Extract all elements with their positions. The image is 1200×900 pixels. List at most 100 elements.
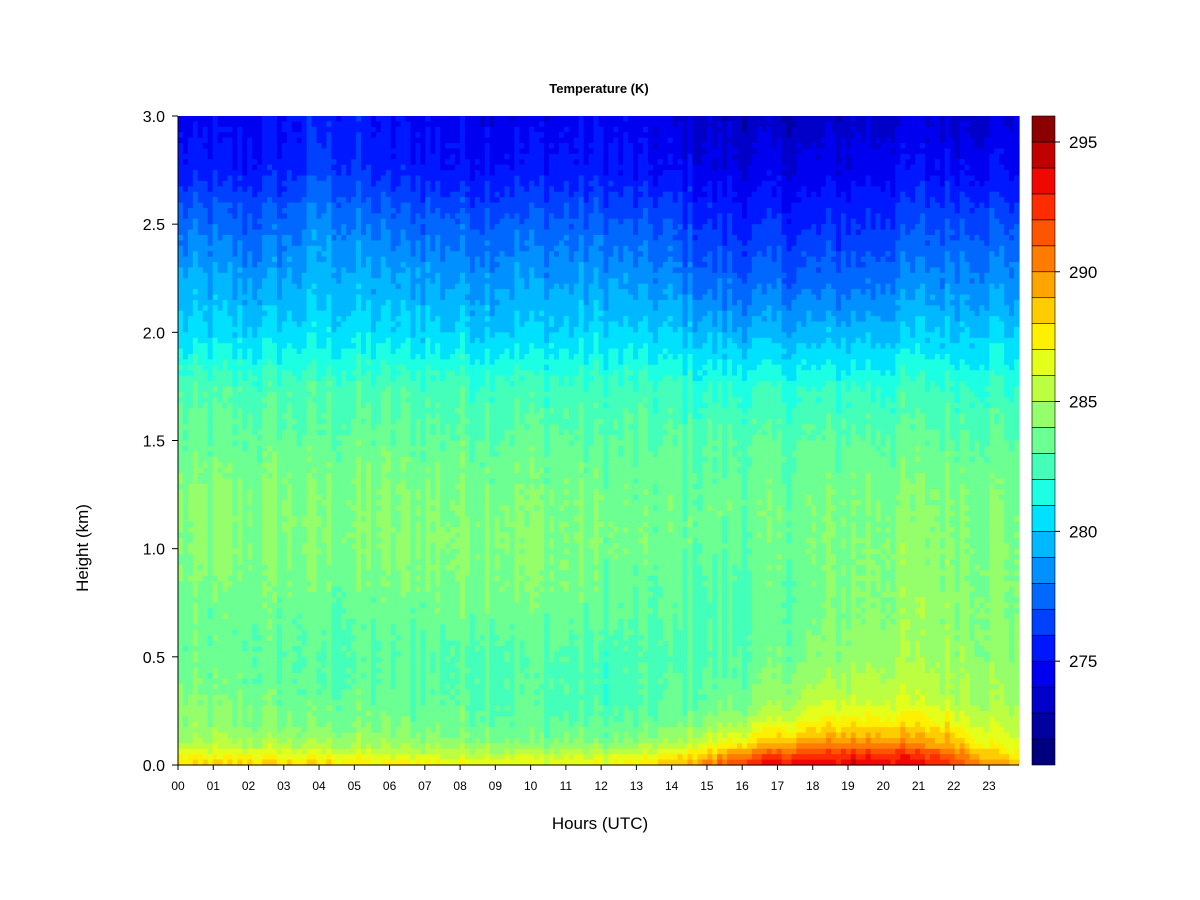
heatmap-cell	[252, 737, 258, 744]
heatmap-cell	[262, 175, 268, 182]
heatmap-cell	[351, 748, 357, 755]
heatmap-cell	[346, 597, 352, 604]
heatmap-cell	[336, 245, 342, 252]
heatmap-cell	[291, 245, 298, 252]
heatmap-cell	[252, 326, 258, 333]
heatmap-cell	[351, 272, 357, 279]
heatmap-cell	[187, 673, 194, 680]
heatmap-cell	[182, 570, 189, 577]
heatmap-cell	[257, 256, 263, 263]
heatmap-cell	[365, 170, 372, 177]
heatmap-cell	[217, 700, 224, 707]
heatmap-cell	[281, 148, 288, 155]
heatmap-cell	[227, 256, 234, 263]
heatmap-cell	[237, 673, 243, 680]
heatmap-cell	[375, 635, 382, 642]
heatmap-cell	[202, 386, 209, 393]
heatmap-cell	[267, 207, 273, 214]
heatmap-cell	[316, 570, 323, 577]
heatmap-cell	[281, 635, 288, 642]
heatmap-cell	[207, 759, 214, 766]
heatmap-cell	[182, 207, 189, 214]
heatmap-cell	[271, 180, 278, 187]
heatmap-cell	[192, 608, 199, 615]
heatmap-cell	[178, 321, 184, 328]
heatmap-cell	[296, 754, 303, 761]
heatmap-cell	[202, 326, 209, 333]
heatmap-cell	[192, 737, 199, 744]
heatmap-cell	[351, 537, 357, 544]
heatmap-cell	[365, 472, 372, 479]
heatmap-cell	[326, 759, 332, 766]
heatmap-cell	[375, 321, 382, 328]
heatmap-cell	[365, 234, 372, 241]
heatmap-cell	[237, 278, 243, 285]
heatmap-cell	[247, 689, 253, 696]
heatmap-cell	[365, 527, 372, 534]
heatmap-cell	[192, 516, 199, 523]
heatmap-cell	[311, 126, 318, 133]
heatmap-cell	[306, 716, 313, 723]
heatmap-cell	[296, 310, 303, 317]
heatmap-cell	[222, 289, 229, 296]
heatmap-cell	[361, 700, 367, 707]
heatmap-cell	[212, 537, 219, 544]
heatmap-cell	[257, 629, 263, 636]
heatmap-cell	[351, 478, 357, 485]
heatmap-cell	[227, 116, 234, 123]
heatmap-cell	[296, 673, 303, 680]
heatmap-cell	[365, 299, 372, 306]
heatmap-cell	[326, 472, 332, 479]
heatmap-cell	[182, 667, 189, 674]
heatmap-cell	[365, 418, 372, 425]
heatmap-cell	[271, 294, 278, 301]
heatmap-cell	[197, 207, 204, 214]
heatmap-cell	[356, 656, 362, 663]
heatmap-cell	[227, 272, 234, 279]
heatmap-cell	[242, 651, 248, 658]
heatmap-cell	[237, 683, 243, 690]
heatmap-cell	[351, 564, 357, 571]
heatmap-cell	[222, 656, 229, 663]
heatmap-cell	[296, 532, 303, 539]
heatmap-cell	[247, 499, 253, 506]
heatmap-cell	[197, 489, 204, 496]
heatmap-cell	[351, 516, 357, 523]
heatmap-cell	[212, 499, 219, 506]
heatmap-cell	[237, 510, 243, 517]
heatmap-cell	[301, 310, 308, 317]
heatmap-cell	[217, 494, 224, 501]
heatmap-cell	[242, 629, 248, 636]
heatmap-cell	[252, 240, 258, 247]
heatmap-cell	[182, 456, 189, 463]
heatmap-cell	[291, 737, 298, 744]
heatmap-cell	[212, 348, 219, 355]
heatmap-cell	[267, 727, 273, 734]
heatmap-cell	[356, 678, 362, 685]
heatmap-cell	[187, 391, 194, 398]
heatmap-cell	[346, 202, 352, 209]
heatmap-cell	[227, 472, 234, 479]
heatmap-cell	[222, 662, 229, 669]
heatmap-cell	[232, 689, 238, 696]
heatmap-cell	[232, 618, 238, 625]
heatmap-cell	[242, 716, 248, 723]
heatmap-cell	[321, 646, 328, 653]
heatmap-cell	[380, 381, 387, 388]
heatmap-cell	[375, 494, 382, 501]
heatmap-cell	[370, 289, 377, 296]
heatmap-cell	[262, 299, 268, 306]
heatmap-cell	[192, 494, 199, 501]
heatmap-cell	[237, 310, 243, 317]
heatmap-cell	[291, 326, 298, 333]
heatmap-cell	[351, 267, 357, 274]
heatmap-cell	[276, 705, 283, 712]
heatmap-cell	[187, 635, 194, 642]
heatmap-cell	[267, 116, 273, 123]
heatmap-cell	[296, 570, 303, 577]
heatmap-cell	[247, 164, 253, 171]
heatmap-cell	[267, 175, 273, 182]
heatmap-cell	[212, 370, 219, 377]
heatmap-cell	[331, 143, 337, 150]
heatmap-cell	[197, 613, 204, 620]
